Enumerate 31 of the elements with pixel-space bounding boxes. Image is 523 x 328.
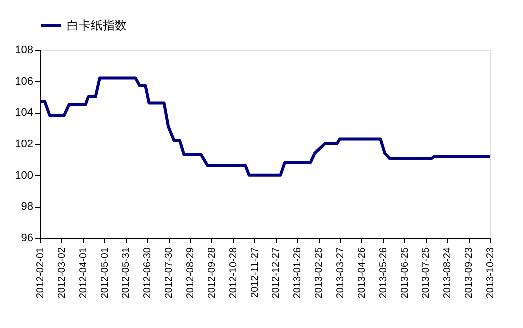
x-tick-label: 2012-04-01	[78, 247, 90, 299]
x-tick-label: 2012-06-30	[142, 247, 154, 299]
x-tick-label: 2013-04-26	[356, 247, 368, 299]
x-tick-label: 2012-02-01	[36, 247, 46, 299]
x-tick-label: 2012-11-27	[250, 247, 261, 298]
x-tick-label: 2013-08-24	[442, 247, 454, 299]
x-tick-label: 2013-07-25	[421, 247, 432, 299]
y-tick-label: 108	[15, 44, 34, 56]
x-tick-label: 2012-05-31	[121, 247, 132, 299]
y-tick-label: 100	[15, 170, 34, 182]
x-tick-label: 2013-05-26	[378, 247, 390, 299]
x-tick-label: 2013-03-27	[336, 247, 346, 299]
y-tick-label: 98	[21, 201, 34, 214]
line-series	[38, 76, 492, 177]
y-tick-label: 102	[15, 138, 34, 150]
x-tick-label: 2012-09-28	[206, 247, 218, 299]
legend-label: 白卡纸指数	[67, 18, 127, 32]
x-tick-label: 2012-10-28	[228, 247, 240, 299]
x-tick-label: 2013-06-25	[400, 247, 411, 299]
y-tick-label: 104	[15, 107, 34, 120]
x-tick-label: 2012-07-30	[164, 247, 176, 299]
x-tick-label: 2013-10-23	[486, 247, 496, 299]
x-tick-label: 2013-02-25	[314, 247, 326, 299]
y-tick-label: 96	[21, 232, 34, 244]
x-tick-label: 2012-12-27	[271, 247, 282, 299]
x-tick-label: 2013-01-26	[292, 247, 304, 299]
x-tick-label: 2013-09-23	[464, 247, 476, 299]
x-tick-label: 2012-03-02	[56, 247, 68, 299]
y-tick-label: 106	[15, 76, 34, 88]
x-tick-label: 2012-05-01	[100, 247, 111, 299]
x-tick-label: 2012-08-29	[186, 247, 196, 299]
